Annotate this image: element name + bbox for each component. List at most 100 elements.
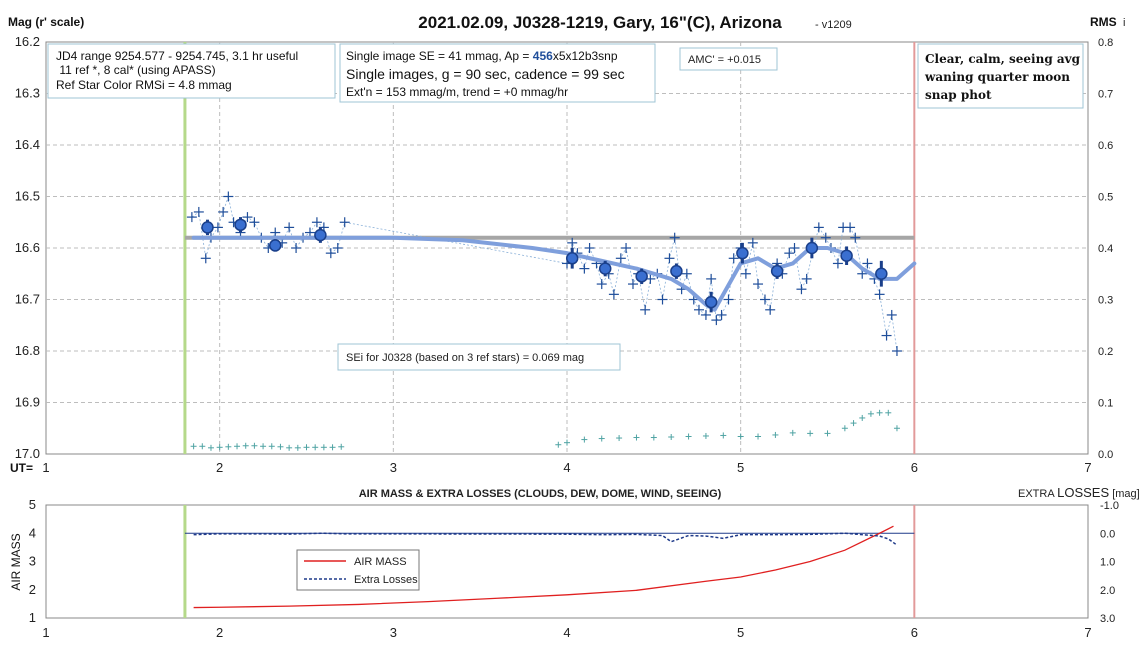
x-tick-label: 3 xyxy=(390,460,397,475)
single-image-point xyxy=(579,263,590,274)
binned-point xyxy=(598,260,612,277)
bottom-chart-title: AIR MASS & EXTRA LOSSES (CLOUDS, DEW, DO… xyxy=(359,488,722,500)
bottom-y-tick-label: 1 xyxy=(29,610,36,625)
single-image-point xyxy=(621,243,632,253)
airmass-series xyxy=(193,525,894,609)
rms-point xyxy=(598,435,605,442)
rms-point xyxy=(199,443,206,450)
rms-point xyxy=(876,409,883,416)
bottom-y2-ticks: -1.0 0.0 1.0 2.0 3.0 xyxy=(1100,500,1119,625)
single-image-point xyxy=(681,268,692,279)
x-tick-label: 2 xyxy=(216,460,223,475)
single-image-point xyxy=(891,346,902,356)
single-image-point xyxy=(820,232,831,243)
single-image-point xyxy=(740,268,751,279)
info-range-line3: Ref Star Color RMSi = 4.8 mmag xyxy=(56,78,232,92)
y-tick-label: 16.5 xyxy=(15,189,40,204)
y-tick-label: 16.8 xyxy=(15,343,40,358)
rms-point xyxy=(650,434,657,441)
single-image-point xyxy=(223,191,234,202)
conditions-line1: Clear, calm, seeing avg xyxy=(925,52,1081,66)
single-image-point xyxy=(615,253,626,264)
info-box-range: JD4 range 9254.577 - 9254.745, 3.1 hr us… xyxy=(47,43,336,99)
binned-point xyxy=(840,246,853,265)
rms-point xyxy=(268,443,275,450)
y-axis-label: Mag (r' scale) xyxy=(8,15,84,29)
rms-point xyxy=(850,420,857,427)
info-image-line2: Single images, g = 90 sec, cadence = 99 … xyxy=(346,66,625,82)
bottom-session-boundaries xyxy=(183,505,916,618)
single-image-point xyxy=(584,243,595,253)
y2-tick-label: 0.6 xyxy=(1098,140,1113,152)
single-image-point xyxy=(789,243,800,253)
single-image-point xyxy=(200,253,211,264)
rms-point xyxy=(207,444,214,451)
bottom-y-tick-label: 3 xyxy=(29,554,36,569)
y2-tick-label: 0.7 xyxy=(1098,89,1113,101)
rms-point xyxy=(893,425,900,432)
bottom-y-tick-label: 4 xyxy=(29,525,36,540)
binned-point xyxy=(875,260,888,287)
single-image-point xyxy=(291,243,302,253)
binned-point xyxy=(314,227,327,243)
legend-losses-label: Extra Losses xyxy=(354,574,418,586)
rms-point xyxy=(320,444,327,451)
bottom-plot-area xyxy=(45,504,1089,619)
bottom-x-tick-label: 2 xyxy=(216,625,223,640)
bottom-y-ticks: 5 4 3 2 1 xyxy=(29,497,36,625)
y-tick-label: 16.4 xyxy=(15,137,40,152)
rms-point xyxy=(720,432,727,439)
single-image-point xyxy=(339,217,350,228)
single-image-point xyxy=(608,289,619,300)
y2-axis-label-suffix: i xyxy=(1123,17,1125,29)
x-tick-label: 6 xyxy=(911,460,918,475)
bottom-y2-tick-label: 3.0 xyxy=(1100,613,1115,625)
single-image-point xyxy=(716,309,727,320)
single-image-point xyxy=(640,304,651,315)
single-image-point xyxy=(218,206,229,217)
single-image-point xyxy=(249,217,260,228)
rms-point xyxy=(867,410,874,417)
single-image-point xyxy=(186,212,197,223)
y2-tick-label: 0.8 xyxy=(1098,37,1113,49)
bottom-y2-tick-label: 1.0 xyxy=(1100,557,1115,569)
y2-tick-label: 0.2 xyxy=(1098,346,1113,358)
single-image-point xyxy=(242,212,253,223)
info-amc: AMC' = +0.015 xyxy=(688,54,761,66)
x-tick-label: 7 xyxy=(1084,460,1091,475)
bottom-y-axis-label: AIR MASS xyxy=(9,533,23,590)
info-sei: SEi for J0328 (based on 3 ref stars) = 0… xyxy=(346,352,584,364)
session-boundaries xyxy=(183,42,916,454)
binned-point xyxy=(268,239,282,252)
single-image-point xyxy=(886,309,897,320)
bottom-y2-tick-label: 0.0 xyxy=(1100,528,1115,540)
single-image-point xyxy=(881,330,892,341)
y-tick-label: 16.3 xyxy=(15,86,40,101)
x-axis-label: UT= xyxy=(10,461,33,475)
y2-tick-label: 0.3 xyxy=(1098,295,1113,307)
top-y2-ticks: 0.8 0.7 0.6 0.5 0.4 0.3 0.2 0.1 0.0 xyxy=(1098,37,1113,461)
rms-point xyxy=(772,431,779,438)
single-image-point xyxy=(627,279,638,290)
single-image-point xyxy=(596,279,607,290)
binned-point xyxy=(201,219,214,236)
y-tick-label: 16.7 xyxy=(15,292,40,307)
single-image-point xyxy=(311,217,322,228)
bottom-x-ticks: 1 2 3 4 5 6 7 xyxy=(42,625,1091,640)
aperture-value: 456 xyxy=(533,49,553,63)
y2-tick-label: 0.0 xyxy=(1098,449,1113,461)
rms-point xyxy=(234,443,241,450)
single-image-point xyxy=(784,248,795,259)
binned-point xyxy=(704,291,718,313)
airmass-line xyxy=(193,525,894,609)
info-box-image: Single image SE = 41 mmag, Ap = 456x5x12… xyxy=(339,43,656,103)
conditions-line2: waning quarter moon xyxy=(924,70,1070,84)
rms-point xyxy=(286,444,293,451)
info-range-line2: 11 ref *, 8 cal* (using APASS) xyxy=(56,63,216,77)
single-image-point xyxy=(193,206,204,217)
binned-point xyxy=(565,248,579,269)
single-image-point xyxy=(832,258,843,269)
binned-point xyxy=(670,263,683,279)
binned-point xyxy=(635,268,648,285)
info-box-sei: SEi for J0328 (based on 3 ref stars) = 0… xyxy=(337,343,621,371)
